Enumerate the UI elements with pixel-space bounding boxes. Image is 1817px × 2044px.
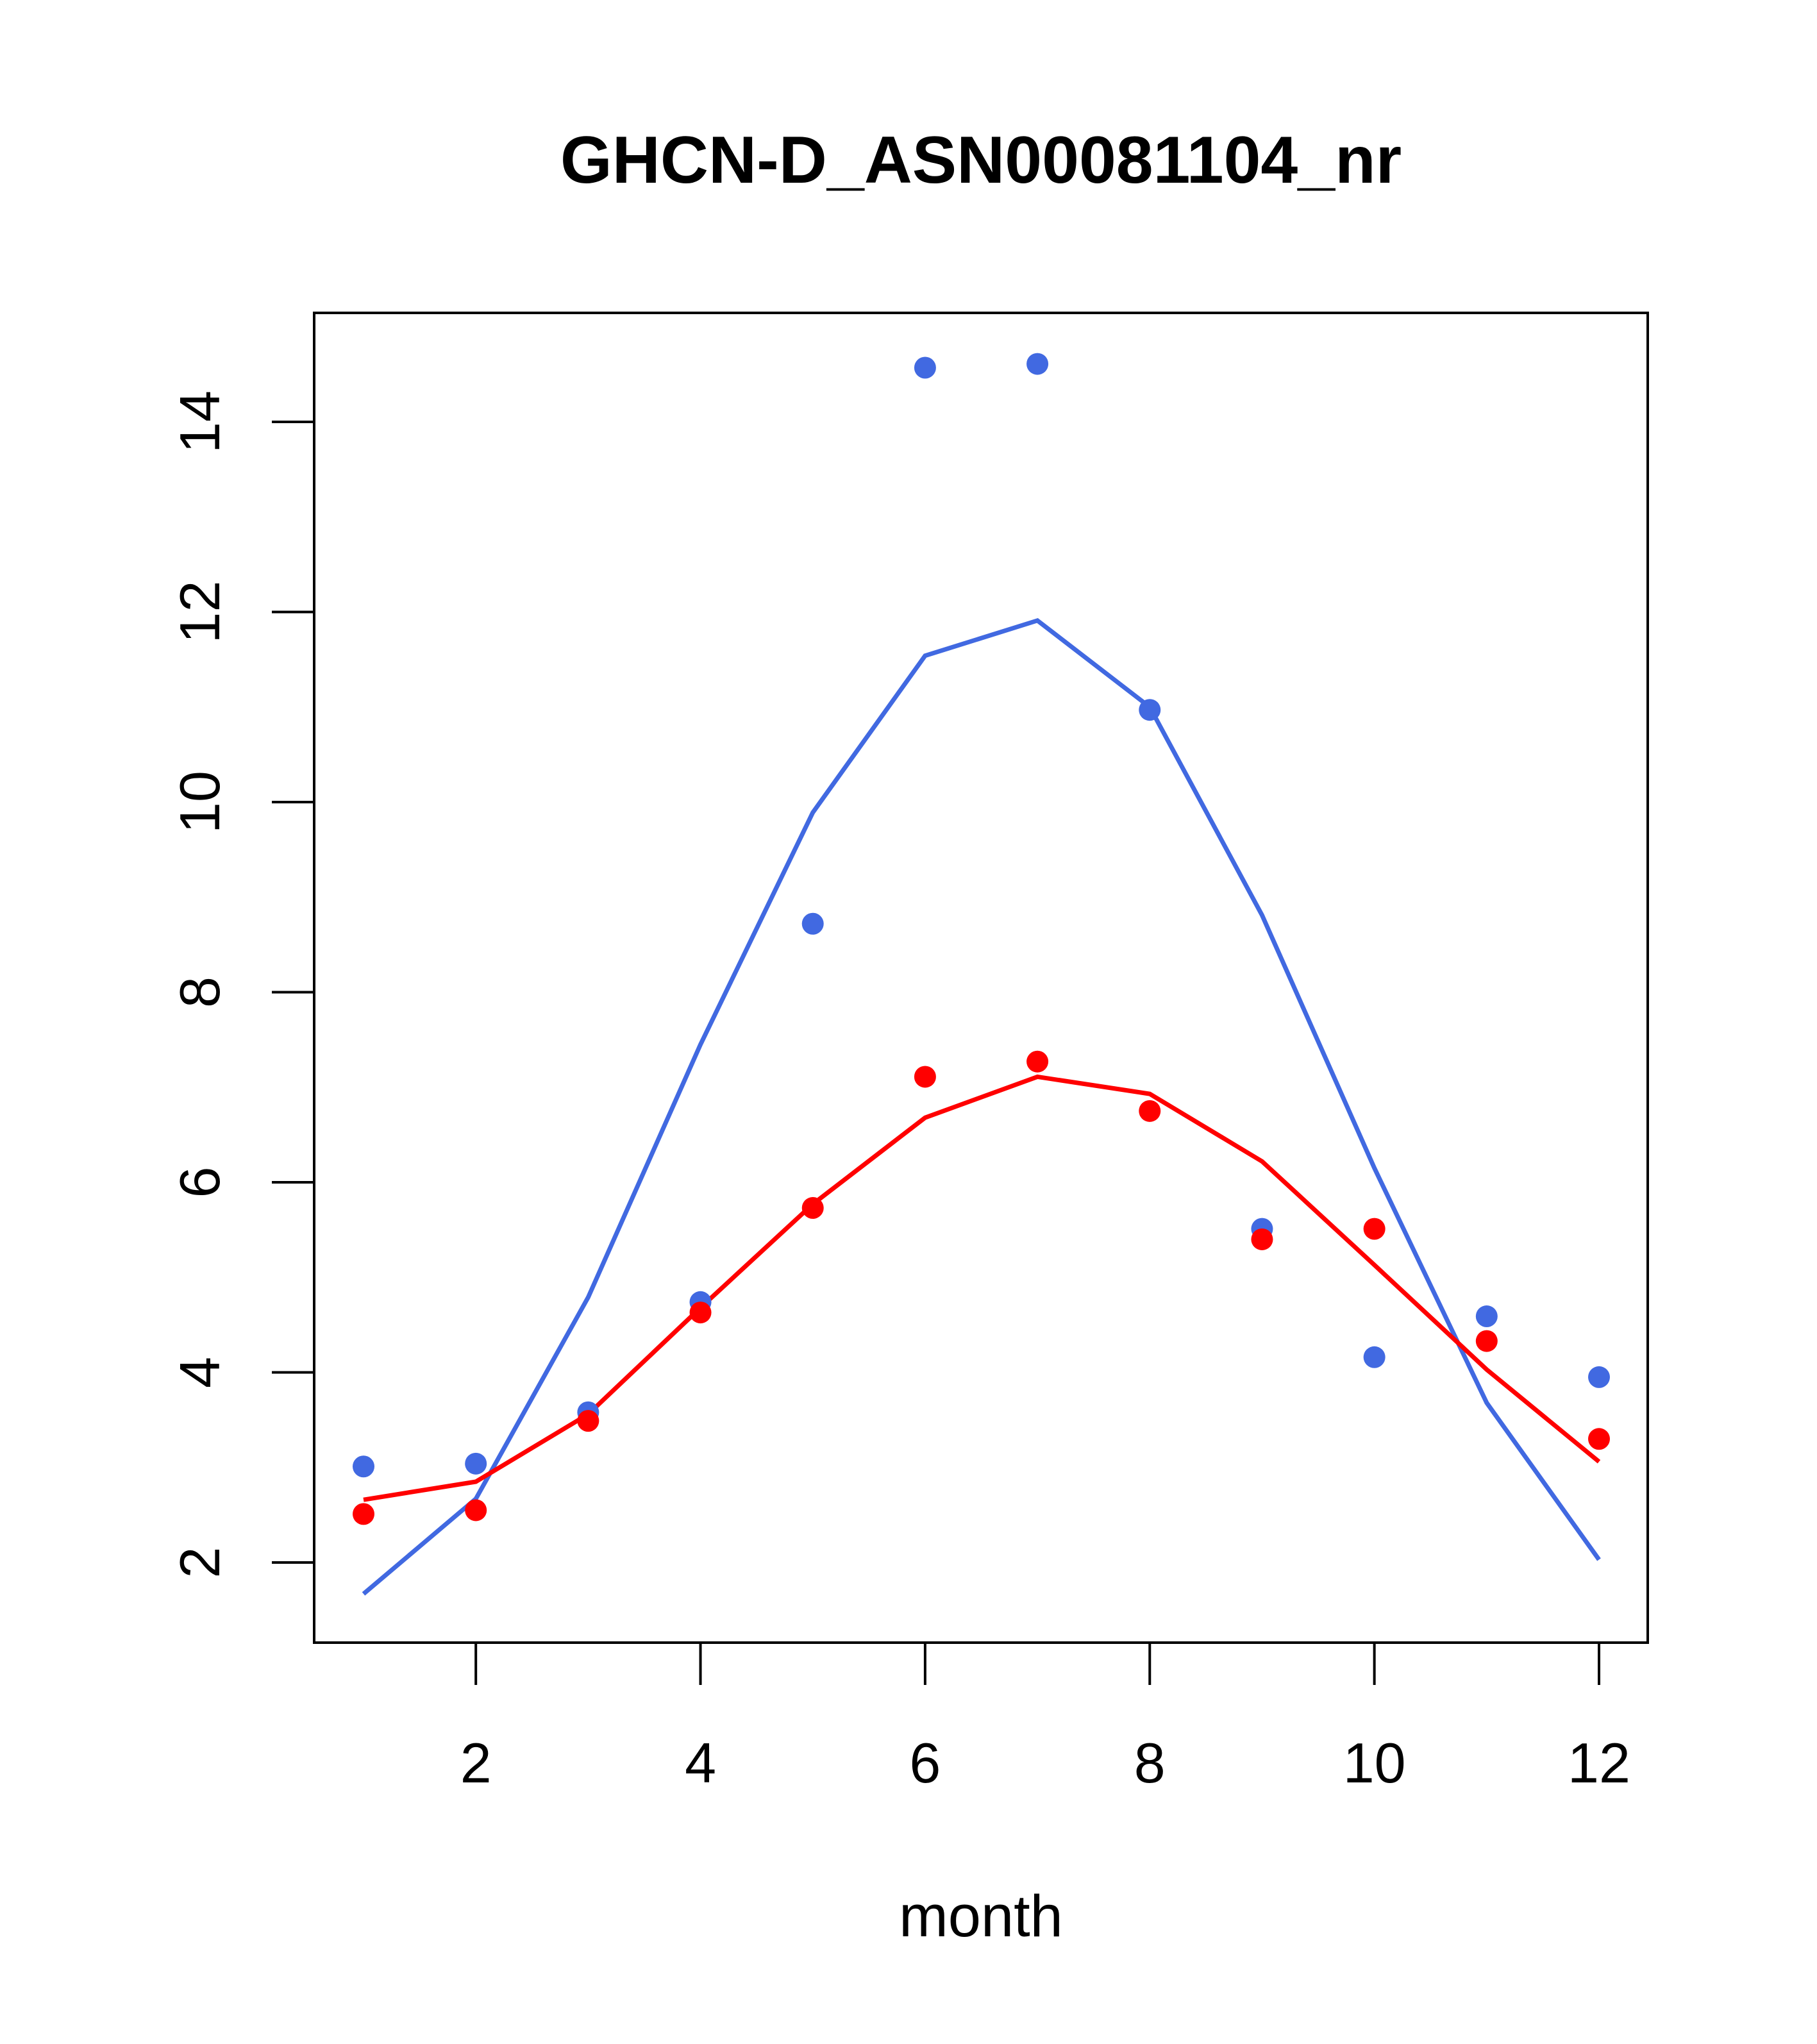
y-tick-label: 2 [168,1547,231,1579]
blue-point [1588,1366,1610,1388]
red-point [801,1197,824,1219]
blue-point [1026,353,1049,375]
red-point [1026,1050,1049,1073]
y-tick-label: 6 [168,1167,231,1198]
red-point [353,1503,374,1525]
x-tick-label: 6 [909,1731,941,1795]
blue-point [914,356,936,379]
blue-line [362,617,1601,1596]
blue-point [1475,1305,1498,1328]
red-point [914,1066,936,1088]
blue-point [353,1455,374,1478]
x-tick-label: 12 [1568,1731,1630,1795]
y-tick-label: 14 [168,390,231,453]
red-point [577,1410,599,1432]
blue-point [801,912,824,935]
red-point [1139,1100,1161,1122]
red-point [1251,1228,1273,1250]
blue-point [465,1452,487,1475]
x-tick-label: 10 [1343,1731,1406,1795]
red-point [1475,1330,1498,1352]
red-point [1588,1428,1610,1450]
red-point [465,1499,487,1521]
plot-frame [313,312,1649,1644]
x-tick-label: 8 [1134,1731,1166,1795]
chart-title: GHCN-D_ASN00081104_nr [560,123,1402,197]
y-tick-label: 10 [168,771,231,834]
blue-point [1139,699,1161,721]
x-axis-label: month [899,1884,1063,1949]
red-point [1363,1218,1386,1240]
y-axis: 2 4 6 8 10 12 14 [168,390,314,1578]
series-layer [353,353,1610,1596]
x-axis: 2 4 6 8 10 12 [460,1643,1630,1795]
x-tick-label: 2 [460,1731,492,1795]
blue-point [1363,1346,1386,1368]
y-tick-label: 4 [168,1357,231,1388]
y-tick-label: 12 [168,581,231,644]
x-tick-label: 4 [685,1731,716,1795]
red-point [689,1302,712,1324]
y-tick-label: 8 [168,976,231,1008]
red-line [363,1074,1601,1502]
